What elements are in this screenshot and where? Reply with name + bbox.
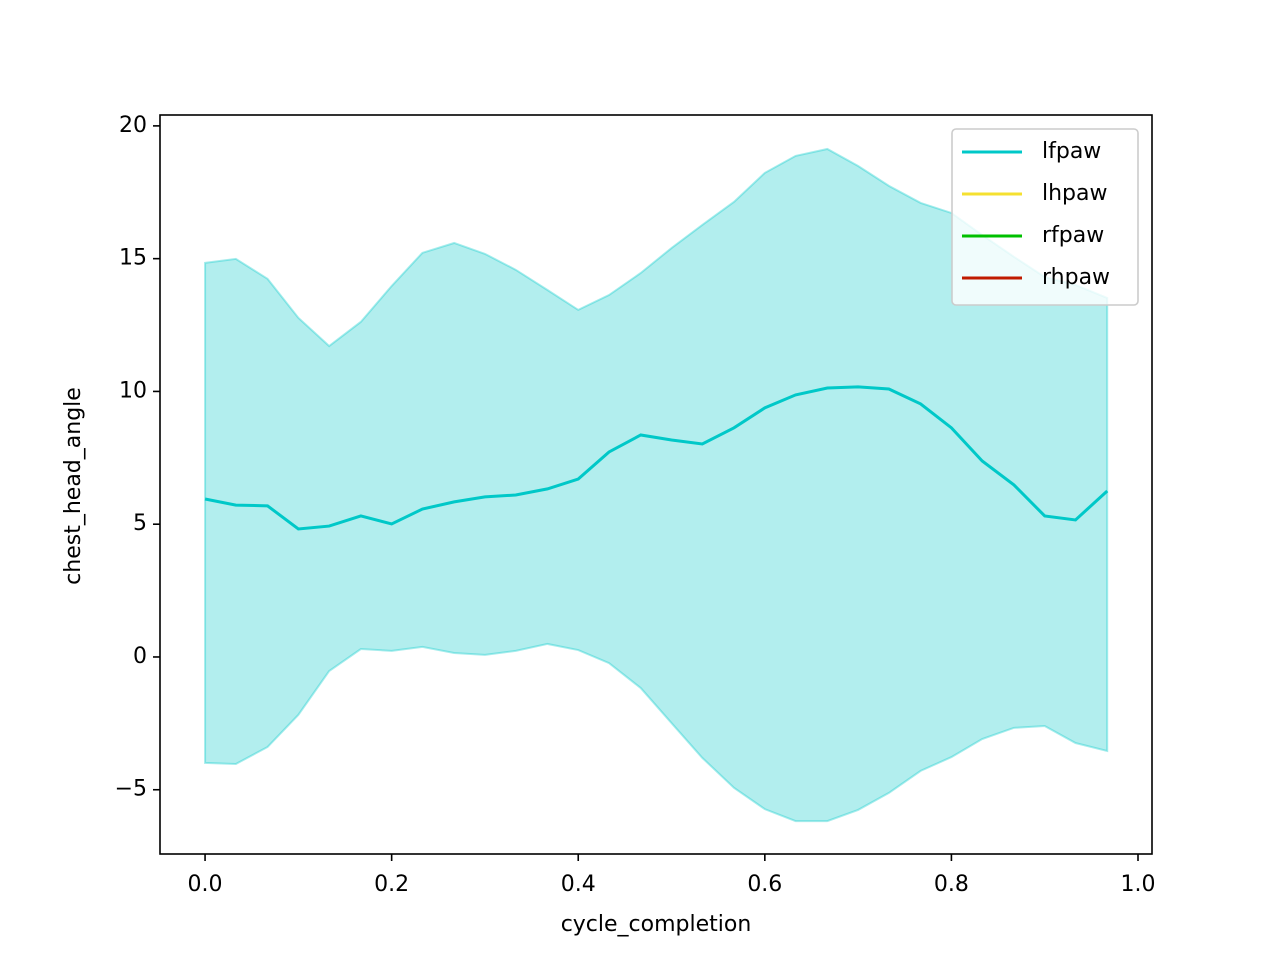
legend-label: rfpaw [1042,223,1104,248]
legend-label: lhpaw [1042,181,1108,206]
legend-box [951,128,1139,306]
legend-label: lfpaw [1042,139,1101,164]
y-tick-label: −5 [115,777,147,802]
x-tick-label: 0.6 [747,872,782,897]
x-tick-label: 1.0 [1121,872,1156,897]
legend-label: rhpaw [1042,265,1110,290]
x-tick-label: 0.8 [934,872,969,897]
y-tick-label: 5 [133,511,147,536]
y-tick-label: 15 [119,246,147,271]
x-tick-label: 0.4 [561,872,596,897]
x-tick-label: 0.2 [374,872,409,897]
x-axis-label: cycle_completion [561,912,752,937]
band-area [204,147,1109,823]
y-axis-label: chest_head_angle [61,387,86,585]
y-tick-label: 10 [119,378,147,403]
plot-frame [159,114,1153,855]
x-tick-label: 0.0 [188,872,223,897]
y-tick-label: 20 [119,113,147,138]
y-tick-label: 0 [133,644,147,669]
series-line [204,385,1109,531]
